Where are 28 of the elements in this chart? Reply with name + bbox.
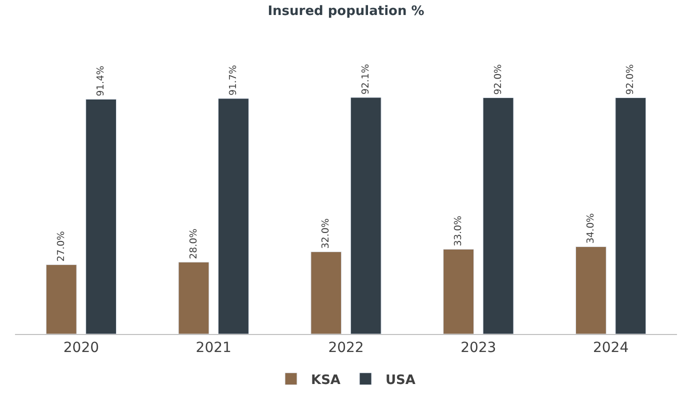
x-tick-label: 2021 [196, 340, 232, 356]
data-label: 91.4% [96, 66, 107, 96]
data-label: 34.0% [586, 213, 597, 244]
data-label: 32.0% [320, 218, 332, 249]
bar [482, 97, 514, 334]
legend-label: USA [386, 372, 416, 388]
data-label: 33.0% [453, 216, 464, 246]
bar [46, 264, 77, 334]
data-label: 92.1% [360, 64, 372, 94]
bar [86, 99, 117, 334]
x-tick-label: 2020 [63, 340, 100, 356]
bar [350, 97, 382, 334]
x-tick-label: 2024 [592, 340, 629, 356]
legend-label: KSA [311, 372, 340, 388]
bar [218, 98, 249, 334]
bar [615, 97, 646, 334]
data-label: 92.0% [625, 64, 636, 95]
x-tick-label: 2023 [460, 340, 496, 356]
data-label: 28.0% [188, 228, 200, 260]
chart-title: Insured population % [268, 4, 424, 20]
data-label: 27.0% [56, 231, 67, 262]
bar [575, 246, 606, 334]
data-label: 92.0% [492, 64, 504, 95]
bar [443, 248, 474, 334]
bar [310, 252, 342, 334]
data-label: 91.7% [228, 65, 240, 96]
bar [178, 262, 210, 334]
x-tick-label: 2022 [328, 340, 364, 356]
